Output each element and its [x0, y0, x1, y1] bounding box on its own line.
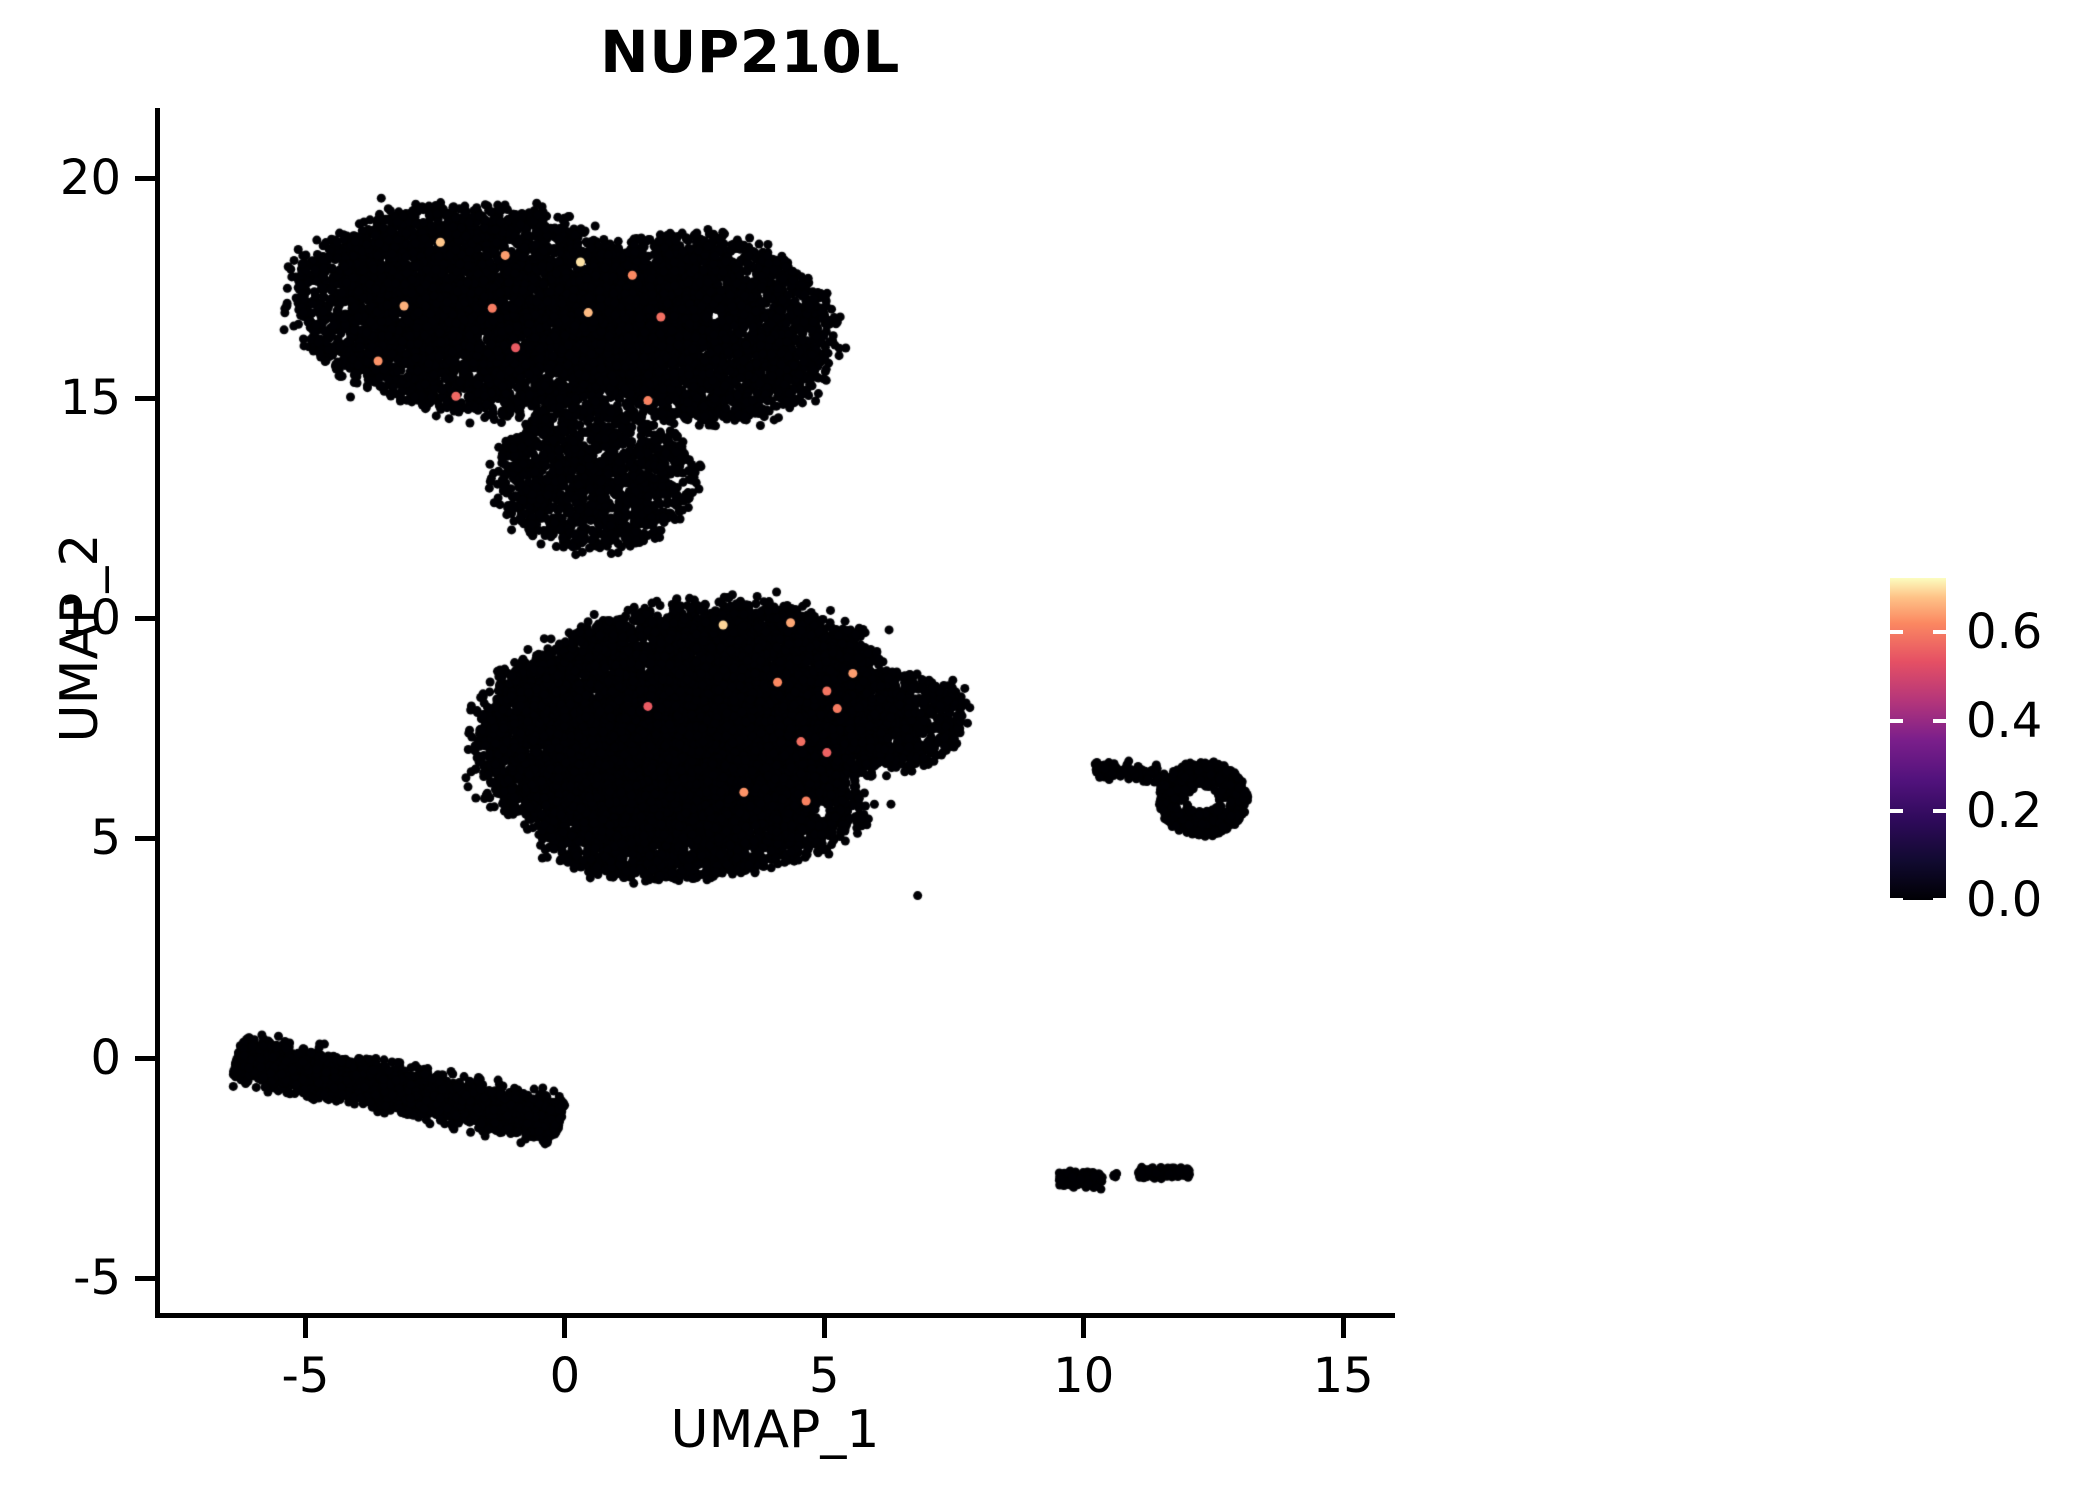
y-tick-label: 15	[59, 370, 121, 427]
x-tick-mark	[1340, 1318, 1346, 1338]
y-tick-mark	[135, 175, 155, 181]
y-axis-label: UMAP_2	[50, 533, 110, 743]
y-tick-mark	[135, 835, 155, 841]
colorbar-tick-label: 0.6	[1966, 603, 2043, 660]
y-tick-mark	[135, 1055, 155, 1061]
y-tick-label: 20	[59, 150, 121, 207]
x-tick-label: -5	[281, 1348, 330, 1404]
x-tick-label: 0	[549, 1348, 581, 1404]
colorbar-tick-label: 0.4	[1966, 693, 2043, 750]
colorbar-tick-label: 0.0	[1966, 872, 2043, 928]
y-tick-label: 10	[59, 590, 121, 647]
y-tick-mark	[135, 1275, 155, 1281]
x-tick-mark	[302, 1318, 308, 1338]
page-title: NUP210L	[600, 18, 900, 86]
colorbar: 0.0 0.2 0.4 0.6	[1890, 578, 2090, 928]
x-tick-label: 10	[1053, 1348, 1115, 1404]
x-tick-mark	[821, 1318, 827, 1338]
colorbar-gradient-bar	[1890, 578, 1946, 900]
y-tick-label: 5	[90, 810, 121, 867]
y-tick-label: -5	[73, 1250, 121, 1307]
x-axis-spine	[155, 1313, 1395, 1318]
y-axis-spine	[155, 108, 160, 1318]
plot-axes-area: -5 0 5 10 15 20 -5 0 5 10 15	[60, 108, 1395, 1404]
x-tick-label: 5	[809, 1348, 840, 1404]
y-tick-mark	[135, 395, 155, 401]
y-tick-mark	[135, 615, 155, 621]
x-tick-mark	[562, 1318, 568, 1338]
x-tick-mark	[1081, 1318, 1087, 1338]
y-tick-label: 0	[90, 1030, 121, 1087]
scatter-plot-canvas	[155, 108, 1395, 1318]
x-tick-label: 15	[1312, 1348, 1374, 1404]
x-axis-label: UMAP_1	[670, 1400, 880, 1460]
colorbar-tick-label: 0.2	[1966, 782, 2043, 839]
